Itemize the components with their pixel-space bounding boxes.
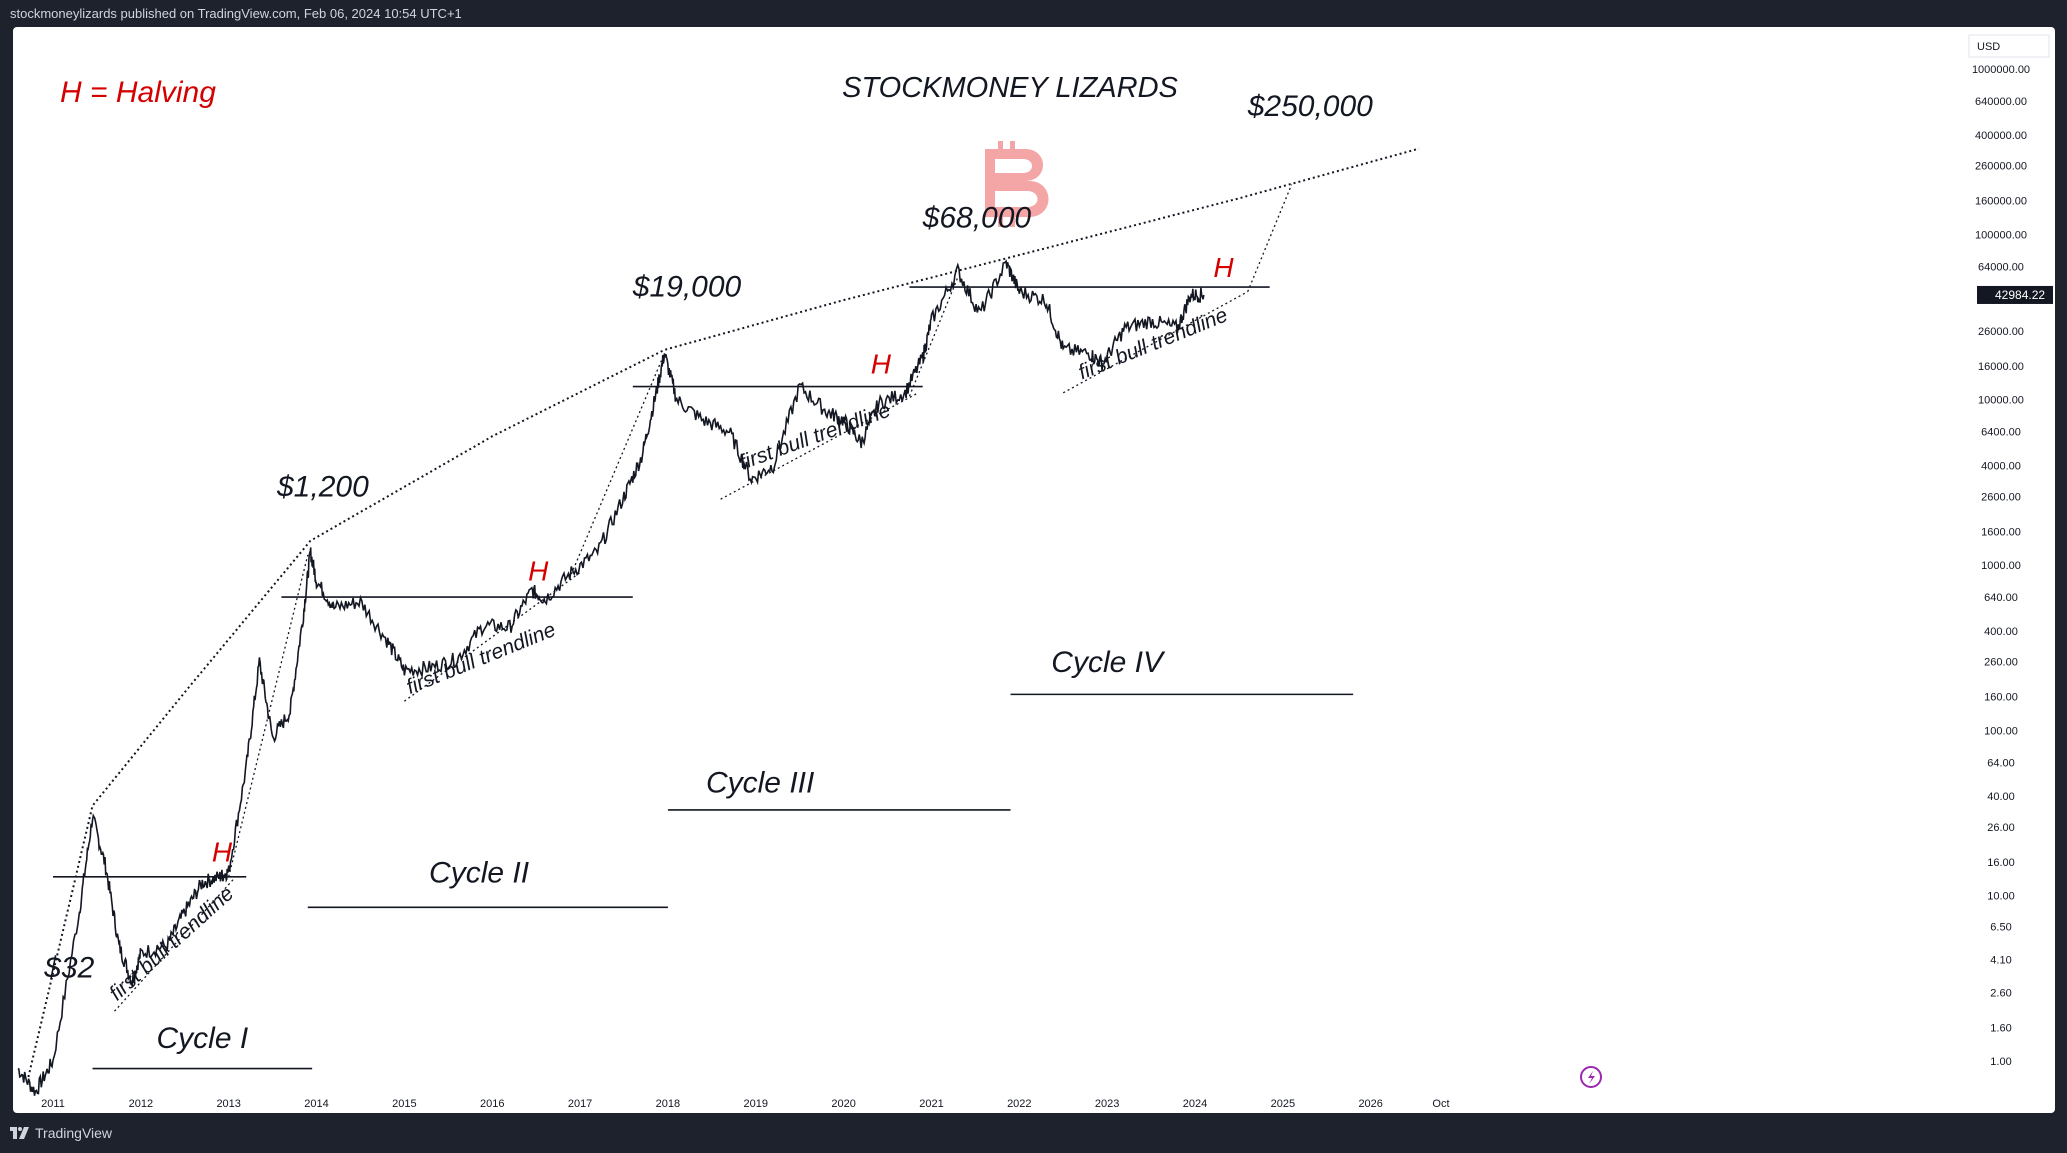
peak-price-label: $32 bbox=[43, 951, 94, 984]
y-tick-label: 16.00 bbox=[1987, 857, 2015, 869]
footer-bar: TradingView bbox=[0, 1113, 2067, 1153]
y-tick-label: 26000.00 bbox=[1978, 326, 2024, 338]
price-axis[interactable]: 1.00 1.60 2.60 4.10 6.50 10.00 16.00 26.00 40.00… bbox=[1972, 64, 2030, 1068]
x-tick-label: 2016 bbox=[480, 1098, 504, 1110]
y-tick-label: 100.00 bbox=[1984, 725, 2018, 737]
cycle-label: Cycle IV bbox=[1051, 646, 1166, 679]
y-tick-label: 260000.00 bbox=[1975, 161, 2027, 173]
y-tick-label: 640000.00 bbox=[1975, 96, 2027, 108]
bull-trendline bbox=[1247, 184, 1293, 292]
halving-marker: H bbox=[871, 349, 892, 380]
publish-line: stockmoneylizards published on TradingVi… bbox=[10, 6, 462, 21]
y-tick-label: 2600.00 bbox=[1981, 491, 2021, 503]
peak-price-label: $19,000 bbox=[632, 271, 742, 304]
y-tick-label: 1.60 bbox=[1990, 1022, 2011, 1034]
y-tick-label: 1.00 bbox=[1990, 1056, 2011, 1068]
bull-trendline bbox=[908, 277, 959, 397]
trendline-label: first bull trendline bbox=[1075, 303, 1231, 384]
x-tick-label: 2025 bbox=[1271, 1098, 1295, 1110]
y-tick-label: 1000.00 bbox=[1981, 560, 2021, 572]
peak-price-label: $250,000 bbox=[1247, 90, 1373, 123]
y-tick-label: 64.00 bbox=[1987, 757, 2015, 769]
x-tick-label: 2017 bbox=[568, 1098, 592, 1110]
x-tick-label: 2013 bbox=[216, 1098, 240, 1110]
y-tick-label: 64000.00 bbox=[1978, 261, 2024, 273]
chart-panel[interactable]: STOCKMONEY LIZARDS H = Halving $32 $1,200… bbox=[13, 27, 2055, 1113]
x-tick-label: 2019 bbox=[744, 1098, 768, 1110]
x-tick-label: Oct bbox=[1432, 1098, 1449, 1110]
tradingview-brand: TradingView bbox=[35, 1125, 113, 1141]
y-tick-label: 260.00 bbox=[1984, 657, 2018, 669]
halving-marker: H bbox=[212, 837, 233, 868]
replay-icon[interactable] bbox=[1580, 1066, 1602, 1088]
log-growth-curve bbox=[27, 147, 1420, 1078]
x-tick-label: 2012 bbox=[129, 1098, 153, 1110]
tradingview-logo[interactable]: TradingView bbox=[10, 1125, 112, 1141]
y-tick-label: 40.00 bbox=[1987, 791, 2015, 803]
chart-title: STOCKMONEY LIZARDS bbox=[842, 72, 1178, 104]
y-tick-label: 160.00 bbox=[1984, 692, 2018, 704]
peak-price-label: $1,200 bbox=[276, 470, 369, 503]
x-tick-label: 2026 bbox=[1358, 1098, 1382, 1110]
bull-trendline bbox=[1062, 291, 1249, 394]
x-tick-label: 2024 bbox=[1183, 1098, 1207, 1110]
price-line bbox=[17, 259, 1205, 1096]
currency-label: USD bbox=[1968, 34, 2050, 58]
y-tick-label: 26.00 bbox=[1987, 822, 2015, 834]
y-tick-label: 2.60 bbox=[1990, 987, 2011, 999]
y-tick-label: 640.00 bbox=[1984, 592, 2018, 604]
cycle-label: Cycle I bbox=[156, 1022, 248, 1055]
y-tick-label: 4.10 bbox=[1990, 955, 2011, 967]
halving-legend-text: H = Halving bbox=[60, 76, 216, 109]
y-tick-label: 6.50 bbox=[1990, 922, 2011, 934]
x-tick-label: 2011 bbox=[41, 1098, 65, 1110]
time-axis[interactable]: 2011 2012 2013 2014 2015 2016 2017 2018 2019 2020… bbox=[41, 1098, 1449, 1110]
x-tick-label: 2015 bbox=[392, 1098, 416, 1110]
currency-text: USD bbox=[1977, 41, 2000, 53]
y-tick-label: 1000000.00 bbox=[1972, 64, 2030, 76]
y-tick-label: 6400.00 bbox=[1981, 427, 2021, 439]
trendline-label: first bull trendline bbox=[105, 882, 238, 1005]
bull-trendline bbox=[404, 572, 581, 702]
y-tick-label: 10.00 bbox=[1987, 891, 2015, 903]
x-tick-label: 2023 bbox=[1095, 1098, 1119, 1110]
cycle-label: Cycle III bbox=[706, 767, 814, 800]
y-tick-label: 100000.00 bbox=[1975, 229, 2027, 241]
bull-trendline bbox=[228, 554, 309, 877]
y-tick-label: 160000.00 bbox=[1975, 196, 2027, 208]
x-tick-label: 2021 bbox=[919, 1098, 943, 1110]
y-tick-label: 400.00 bbox=[1984, 626, 2018, 638]
cycle-label: Cycle II bbox=[429, 857, 529, 890]
bitcoin-log-chart[interactable]: STOCKMONEY LIZARDS H = Halving $32 $1,200… bbox=[13, 27, 2055, 1113]
tradingview-logo-icon bbox=[10, 1127, 29, 1139]
y-tick-label: 1600.00 bbox=[1981, 526, 2021, 538]
halving-marker: H bbox=[1213, 252, 1234, 283]
current-price-text: 42984.22 bbox=[1995, 288, 2045, 302]
halving-legend: H = Halving bbox=[60, 76, 216, 109]
y-tick-label: 16000.00 bbox=[1978, 361, 2024, 373]
trendline-label: first bull trendline bbox=[737, 399, 894, 475]
current-price-tag: 42984.22 bbox=[1977, 285, 2053, 304]
bitcoin-icon bbox=[985, 141, 1049, 227]
x-tick-label: 2018 bbox=[656, 1098, 680, 1110]
y-tick-label: 400000.00 bbox=[1975, 130, 2027, 142]
x-tick-label: 2020 bbox=[831, 1098, 855, 1110]
x-tick-label: 2014 bbox=[304, 1098, 328, 1110]
publish-header: stockmoneylizards published on TradingVi… bbox=[0, 0, 2067, 27]
halving-marker: H bbox=[528, 556, 549, 587]
y-tick-label: 10000.00 bbox=[1978, 395, 2024, 407]
y-tick-label: 4000.00 bbox=[1981, 460, 2021, 472]
x-tick-label: 2022 bbox=[1007, 1098, 1031, 1110]
peak-price-label: $68,000 bbox=[922, 201, 1032, 234]
